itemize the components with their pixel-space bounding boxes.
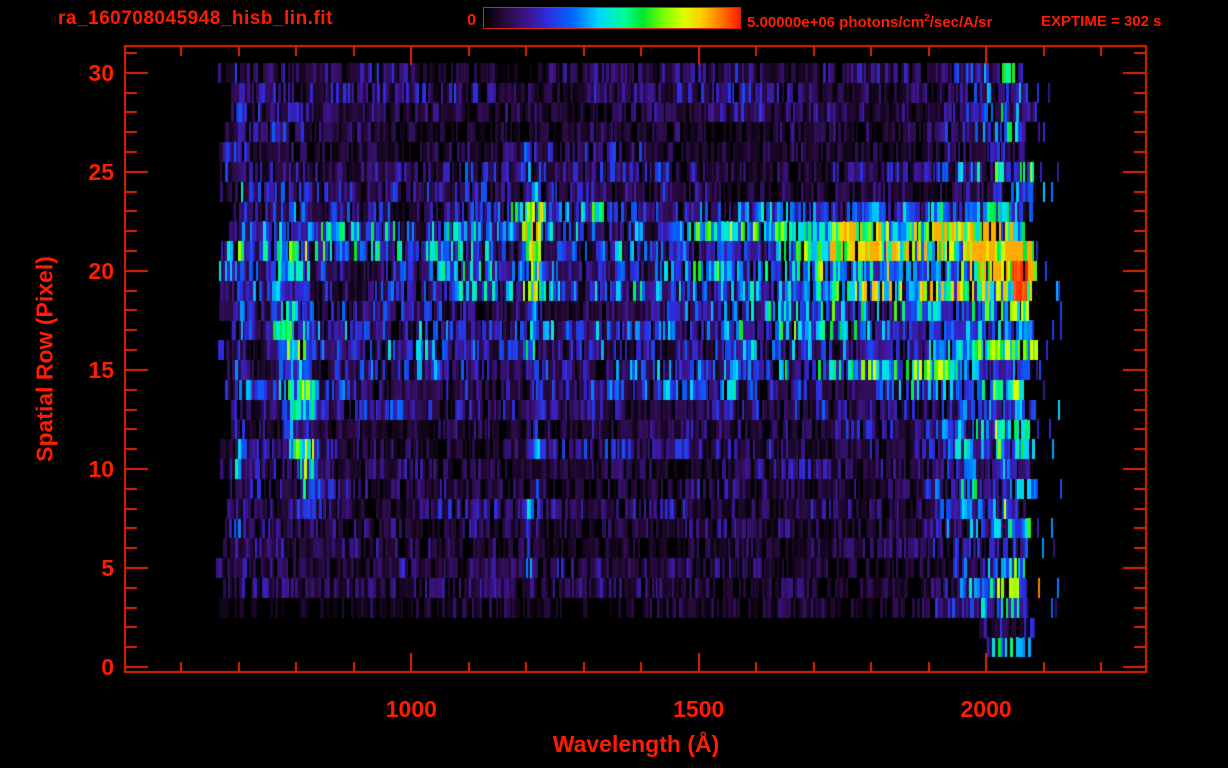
y-tick-label: 30: [88, 59, 114, 86]
y-tick-label: 0: [101, 654, 114, 681]
x-axis-label: Wavelength (Å): [552, 731, 720, 757]
y-tick-label: 25: [88, 158, 114, 185]
y-tick-label: 15: [88, 356, 114, 383]
colorbar-min-label: 0: [467, 12, 476, 29]
exptime-label: EXPTIME = 302 s: [1041, 13, 1162, 30]
x-tick-label: 1000: [385, 696, 437, 722]
colorbar-units-superscript: 2: [924, 13, 930, 24]
colorbar-gradient: [483, 7, 741, 29]
x-tick-label: 2000: [960, 696, 1012, 722]
colorbar-units-suffix: /sec/A/sr: [929, 14, 993, 31]
x-tick-label: 1500: [673, 696, 725, 722]
y-tick-label: 20: [88, 257, 114, 284]
plot-title: ra_160708045948_hisb_lin.fit: [58, 8, 333, 29]
colorbar-max-value: 5.00000e+06: [747, 14, 836, 31]
y-tick-label: 10: [88, 455, 114, 482]
colorbar-units-prefix: photons/cm: [835, 14, 925, 31]
y-tick-label: 5: [101, 555, 114, 581]
colorbar-max-label: 5.00000e+06 photons/cm2/sec/A/sr: [747, 13, 992, 31]
